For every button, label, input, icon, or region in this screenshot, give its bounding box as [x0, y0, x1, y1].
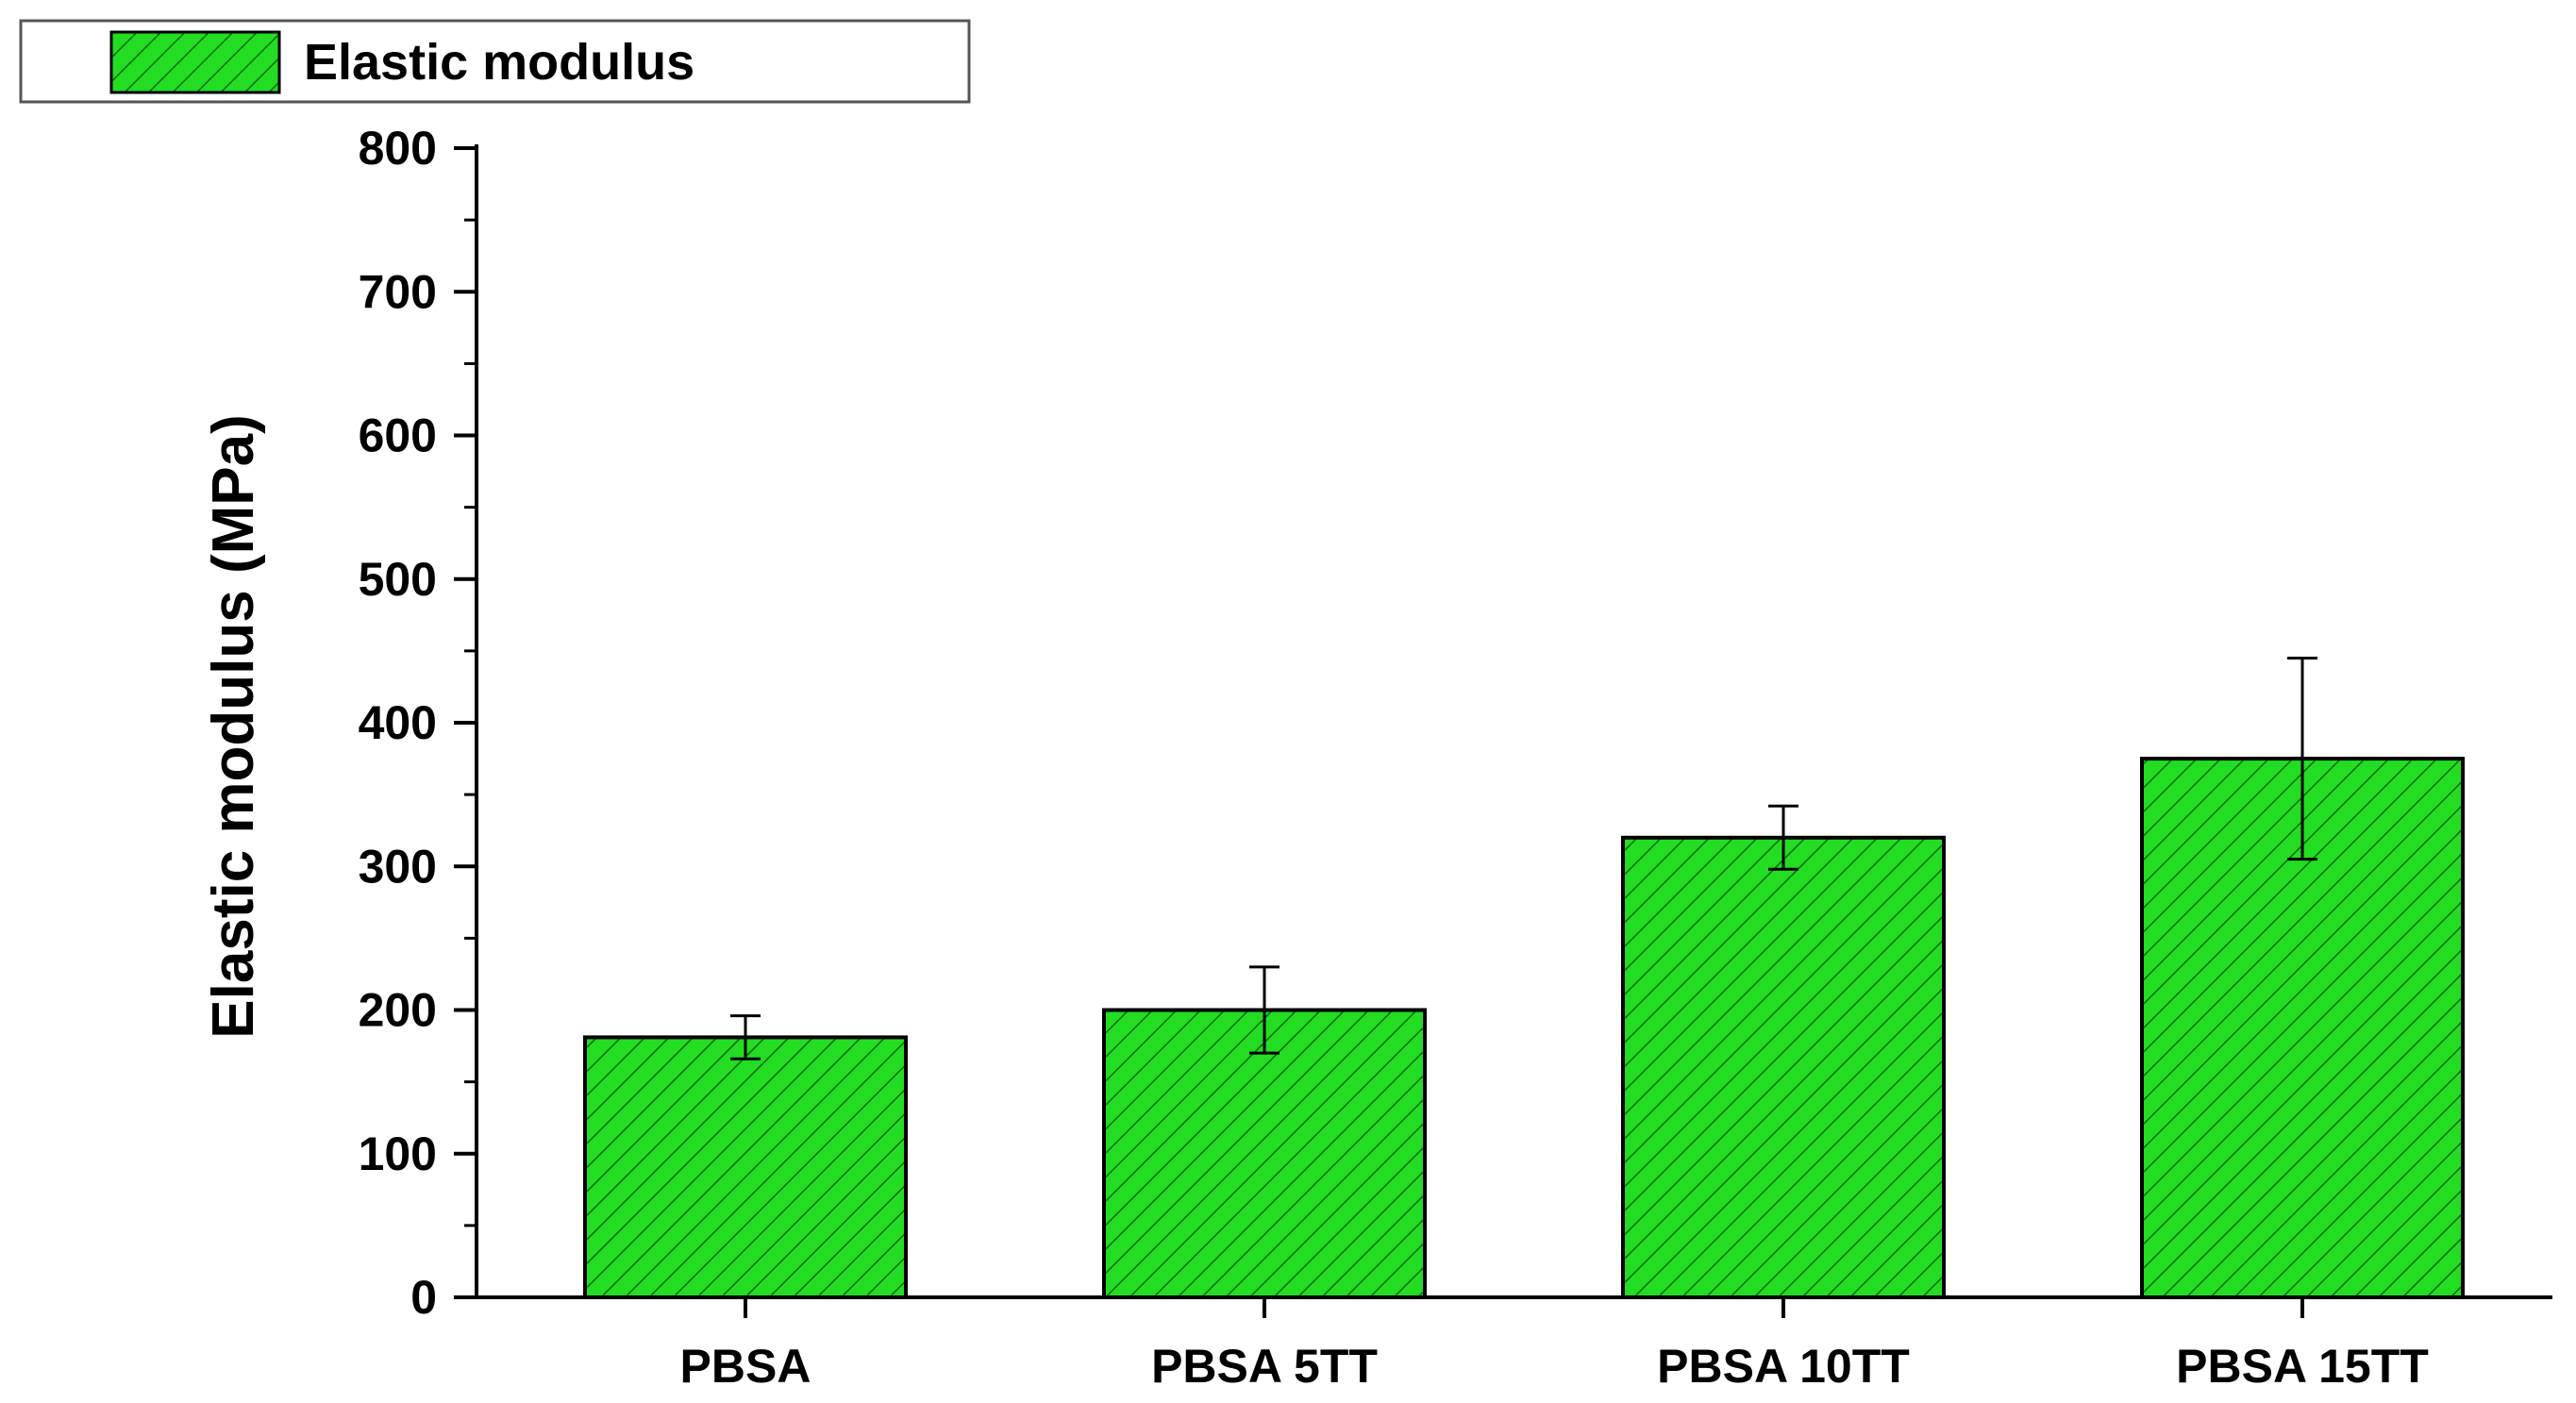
y-tick-label: 700 — [359, 265, 437, 318]
y-tick-label: 800 — [359, 122, 437, 175]
y-tick-label: 0 — [410, 1271, 437, 1324]
y-tick-label: 600 — [359, 409, 437, 462]
legend-swatch — [109, 30, 281, 94]
error-bar — [1249, 965, 1280, 1055]
y-tick-label: 500 — [359, 553, 437, 606]
x-tick-label: PBSA — [680, 1340, 811, 1393]
legend: Elastic modulus — [19, 19, 971, 104]
x-tick-label: PBSA 5TT — [1151, 1340, 1378, 1393]
x-tick-label: PBSA 10TT — [1657, 1340, 1910, 1393]
bars — [583, 757, 2465, 1299]
y-tick-label: 200 — [359, 984, 437, 1037]
error-bar — [1768, 804, 1798, 871]
error-bars — [730, 656, 2317, 1061]
legend-label: Elastic modulus — [304, 34, 694, 91]
bar — [1102, 1008, 1427, 1299]
y-tick-labels: 0 100 200 300 400 500 600 700 800 — [359, 122, 437, 1324]
y-tick-label: 400 — [359, 696, 437, 749]
bar — [583, 1035, 908, 1299]
y-tick-label: 300 — [359, 840, 437, 893]
x-tick-label: PBSA 15TT — [2176, 1340, 2429, 1393]
y-tick-label: 100 — [359, 1127, 437, 1180]
error-bar — [730, 1014, 761, 1061]
error-bar — [2287, 656, 2317, 861]
x-tick-labels: PBSA PBSA 5TT PBSA 10TT PBSA 15TT — [680, 1340, 2429, 1393]
y-axis-title: Elastic modulus (MPa) — [201, 414, 266, 1038]
bar — [1621, 835, 1946, 1299]
